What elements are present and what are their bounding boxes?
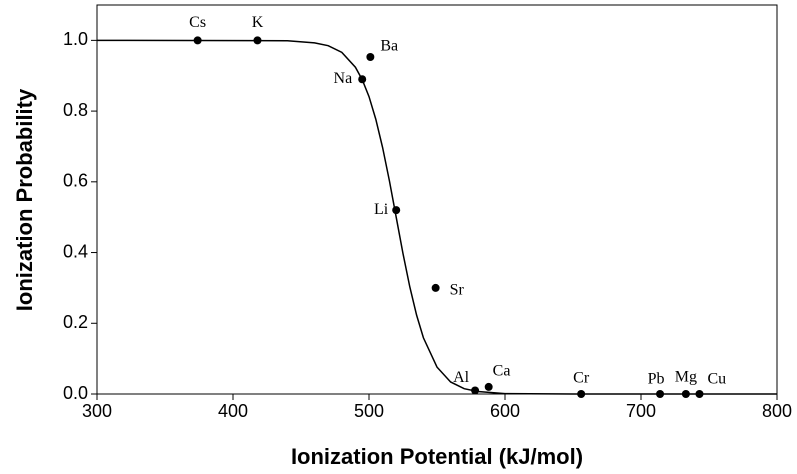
point <box>358 75 367 84</box>
point-label: Na <box>334 70 353 87</box>
point <box>577 390 586 398</box>
y-tick-label: 0.6 <box>63 171 88 191</box>
plot-frame <box>96 4 778 395</box>
y-tick-label: 1.0 <box>63 29 88 49</box>
point-label: Cs <box>189 14 206 31</box>
x-tick-label: 800 <box>762 401 792 421</box>
point-label: Ca <box>493 363 511 380</box>
point <box>366 52 375 61</box>
x-tick-label: 700 <box>626 401 656 421</box>
x-tick-label: 500 <box>354 401 384 421</box>
point-label: Cu <box>707 371 726 388</box>
point <box>695 390 704 398</box>
y-tick-label: 0.0 <box>63 383 88 403</box>
fit-curve <box>96 39 777 395</box>
y-axis-title: Ionization Probability <box>12 88 37 311</box>
point-label: K <box>252 14 264 31</box>
point <box>656 390 665 398</box>
point <box>431 283 440 292</box>
y-tick-label: 0.8 <box>63 100 88 120</box>
point <box>471 386 480 395</box>
point <box>392 206 401 215</box>
y-tick-label: 0.4 <box>63 241 88 261</box>
point <box>193 36 202 45</box>
point-label: Pb <box>648 371 665 388</box>
y-tick-label: 0.2 <box>63 312 88 332</box>
point <box>681 390 690 398</box>
point <box>484 382 493 391</box>
point-label: Cr <box>573 370 590 387</box>
point-label: Al <box>453 369 470 386</box>
point <box>253 36 262 45</box>
x-tick-label: 300 <box>82 401 112 421</box>
x-tick-label: 600 <box>490 401 520 421</box>
point-label: Sr <box>450 282 465 299</box>
point-label: Mg <box>675 369 697 386</box>
point-label: Li <box>374 201 389 218</box>
x-tick-label: 400 <box>218 401 248 421</box>
point-label: Ba <box>380 38 398 55</box>
x-axis-title: Ionization Potential (kJ/mol) <box>291 444 583 469</box>
